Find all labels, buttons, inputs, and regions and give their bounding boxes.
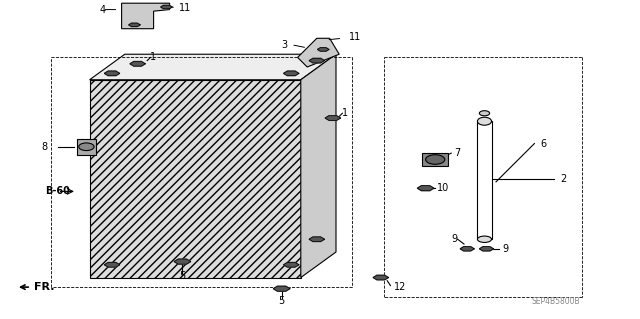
Polygon shape [90,80,301,278]
Text: 11: 11 [179,3,191,13]
Circle shape [479,111,490,116]
Text: 5: 5 [278,296,285,307]
Text: 12: 12 [394,282,406,292]
Text: B-60: B-60 [45,186,70,197]
Text: 4: 4 [99,4,106,15]
Polygon shape [317,48,329,51]
Text: FR.: FR. [20,282,54,292]
Polygon shape [325,116,340,120]
Polygon shape [161,5,172,9]
Polygon shape [104,71,120,76]
Polygon shape [130,62,145,66]
Text: 9: 9 [502,244,509,254]
Text: 1: 1 [342,108,349,118]
Polygon shape [301,54,336,278]
Polygon shape [129,23,140,26]
Polygon shape [284,263,299,267]
Polygon shape [273,286,290,291]
Polygon shape [298,38,339,67]
Ellipse shape [477,117,492,125]
Polygon shape [309,237,324,241]
Text: 2: 2 [560,174,566,184]
Text: 7: 7 [454,148,461,158]
Text: 10: 10 [437,183,449,193]
Ellipse shape [477,236,492,242]
Polygon shape [417,186,434,191]
Bar [477,121,492,239]
Polygon shape [284,71,299,76]
Polygon shape [373,275,388,280]
Polygon shape [460,247,474,251]
Text: SEP4B5800B: SEP4B5800B [531,297,580,306]
Polygon shape [422,153,448,166]
Polygon shape [479,247,493,251]
Circle shape [79,143,94,151]
Text: 1: 1 [150,52,157,63]
Polygon shape [122,3,170,29]
Polygon shape [174,259,191,264]
Text: 9: 9 [451,234,458,244]
Text: 11: 11 [349,32,361,42]
Circle shape [426,155,445,164]
Text: 6: 6 [541,138,547,149]
Polygon shape [309,58,324,63]
Polygon shape [104,263,120,267]
Bar [77,139,96,155]
Text: 3: 3 [282,40,288,50]
Text: 5: 5 [179,271,186,281]
Text: 8: 8 [42,142,48,152]
Polygon shape [90,54,336,80]
